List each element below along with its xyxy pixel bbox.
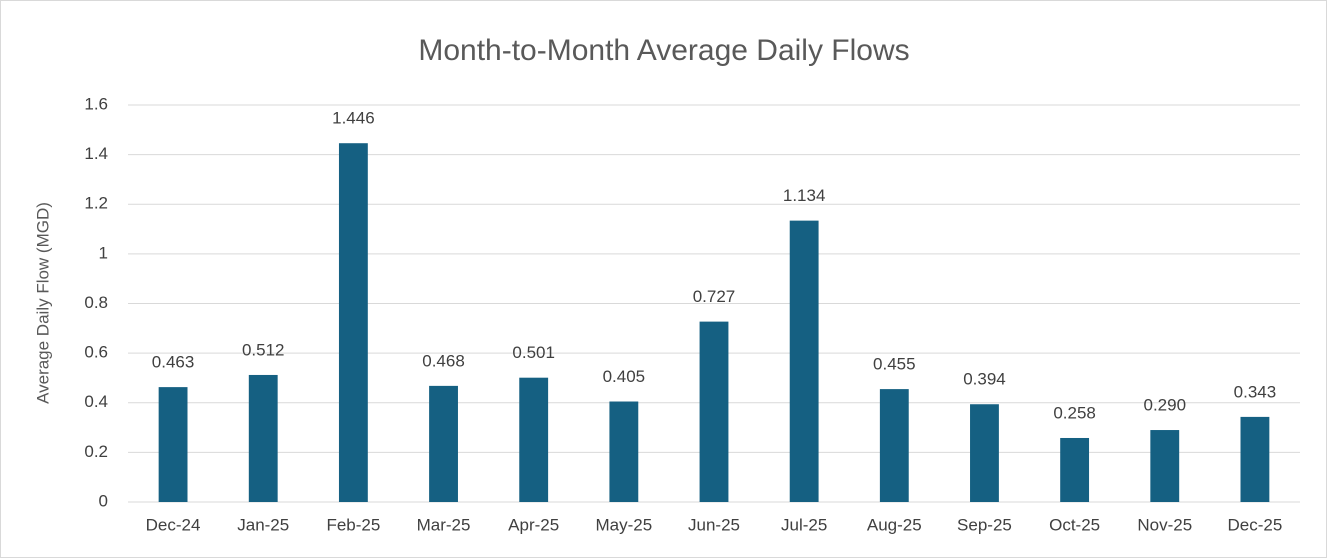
x-tick-label: Dec-24 xyxy=(146,515,201,534)
value-label: 1.134 xyxy=(783,186,826,205)
value-label: 0.405 xyxy=(603,367,646,386)
y-tick-label: 1.2 xyxy=(84,194,108,213)
y-tick-label: 1 xyxy=(99,243,108,262)
value-label: 0.258 xyxy=(1053,403,1096,422)
bar xyxy=(429,385,458,502)
x-tick-label: Oct-25 xyxy=(1049,515,1100,534)
y-tick-label: 0 xyxy=(99,491,108,510)
y-tick-label: 0.2 xyxy=(84,442,108,461)
value-label: 1.446 xyxy=(332,109,375,128)
bar xyxy=(699,321,729,502)
bar xyxy=(248,374,278,502)
chart-title: Month-to-Month Average Daily Flows xyxy=(418,34,909,67)
x-tick-label: Jul-25 xyxy=(781,515,827,534)
bar xyxy=(789,220,819,502)
x-tick-label: Apr-25 xyxy=(508,515,559,534)
x-tick-label: Aug-25 xyxy=(867,515,922,534)
x-tick-label: Jan-25 xyxy=(237,515,289,534)
y-tick-label: 1.4 xyxy=(84,144,108,163)
y-axis-label: Average Daily Flow (MGD) xyxy=(33,202,52,404)
bar xyxy=(158,387,188,502)
value-label: 0.343 xyxy=(1234,382,1277,401)
y-tick-label: 1.6 xyxy=(84,94,108,113)
x-tick-label: May-25 xyxy=(596,515,653,534)
value-label: 0.463 xyxy=(152,353,195,372)
x-tick-label: Mar-25 xyxy=(417,515,471,534)
y-tick-label: 0.6 xyxy=(84,343,108,362)
bar xyxy=(1240,416,1270,502)
x-tick-label: Nov-25 xyxy=(1137,515,1192,534)
x-tick-label: Sep-25 xyxy=(957,515,1012,534)
value-label: 0.394 xyxy=(963,370,1006,389)
x-tick-label: Dec-25 xyxy=(1228,515,1283,534)
bar xyxy=(879,389,909,502)
value-label: 0.455 xyxy=(873,355,916,374)
y-tick-label: 0.4 xyxy=(84,392,108,411)
y-tick-label: 0.8 xyxy=(84,293,108,312)
bar xyxy=(609,401,639,502)
value-label: 0.512 xyxy=(242,340,285,359)
value-label: 0.727 xyxy=(693,287,736,306)
bar xyxy=(1060,437,1090,502)
bar xyxy=(519,377,549,502)
x-tick-label: Feb-25 xyxy=(326,515,380,534)
value-label: 0.501 xyxy=(512,343,555,362)
bar xyxy=(970,404,999,502)
value-label: 0.468 xyxy=(422,351,465,370)
x-tick-label: Jun-25 xyxy=(688,515,740,534)
bar xyxy=(1150,430,1180,502)
value-label: 0.290 xyxy=(1143,396,1186,415)
bar xyxy=(338,143,368,502)
